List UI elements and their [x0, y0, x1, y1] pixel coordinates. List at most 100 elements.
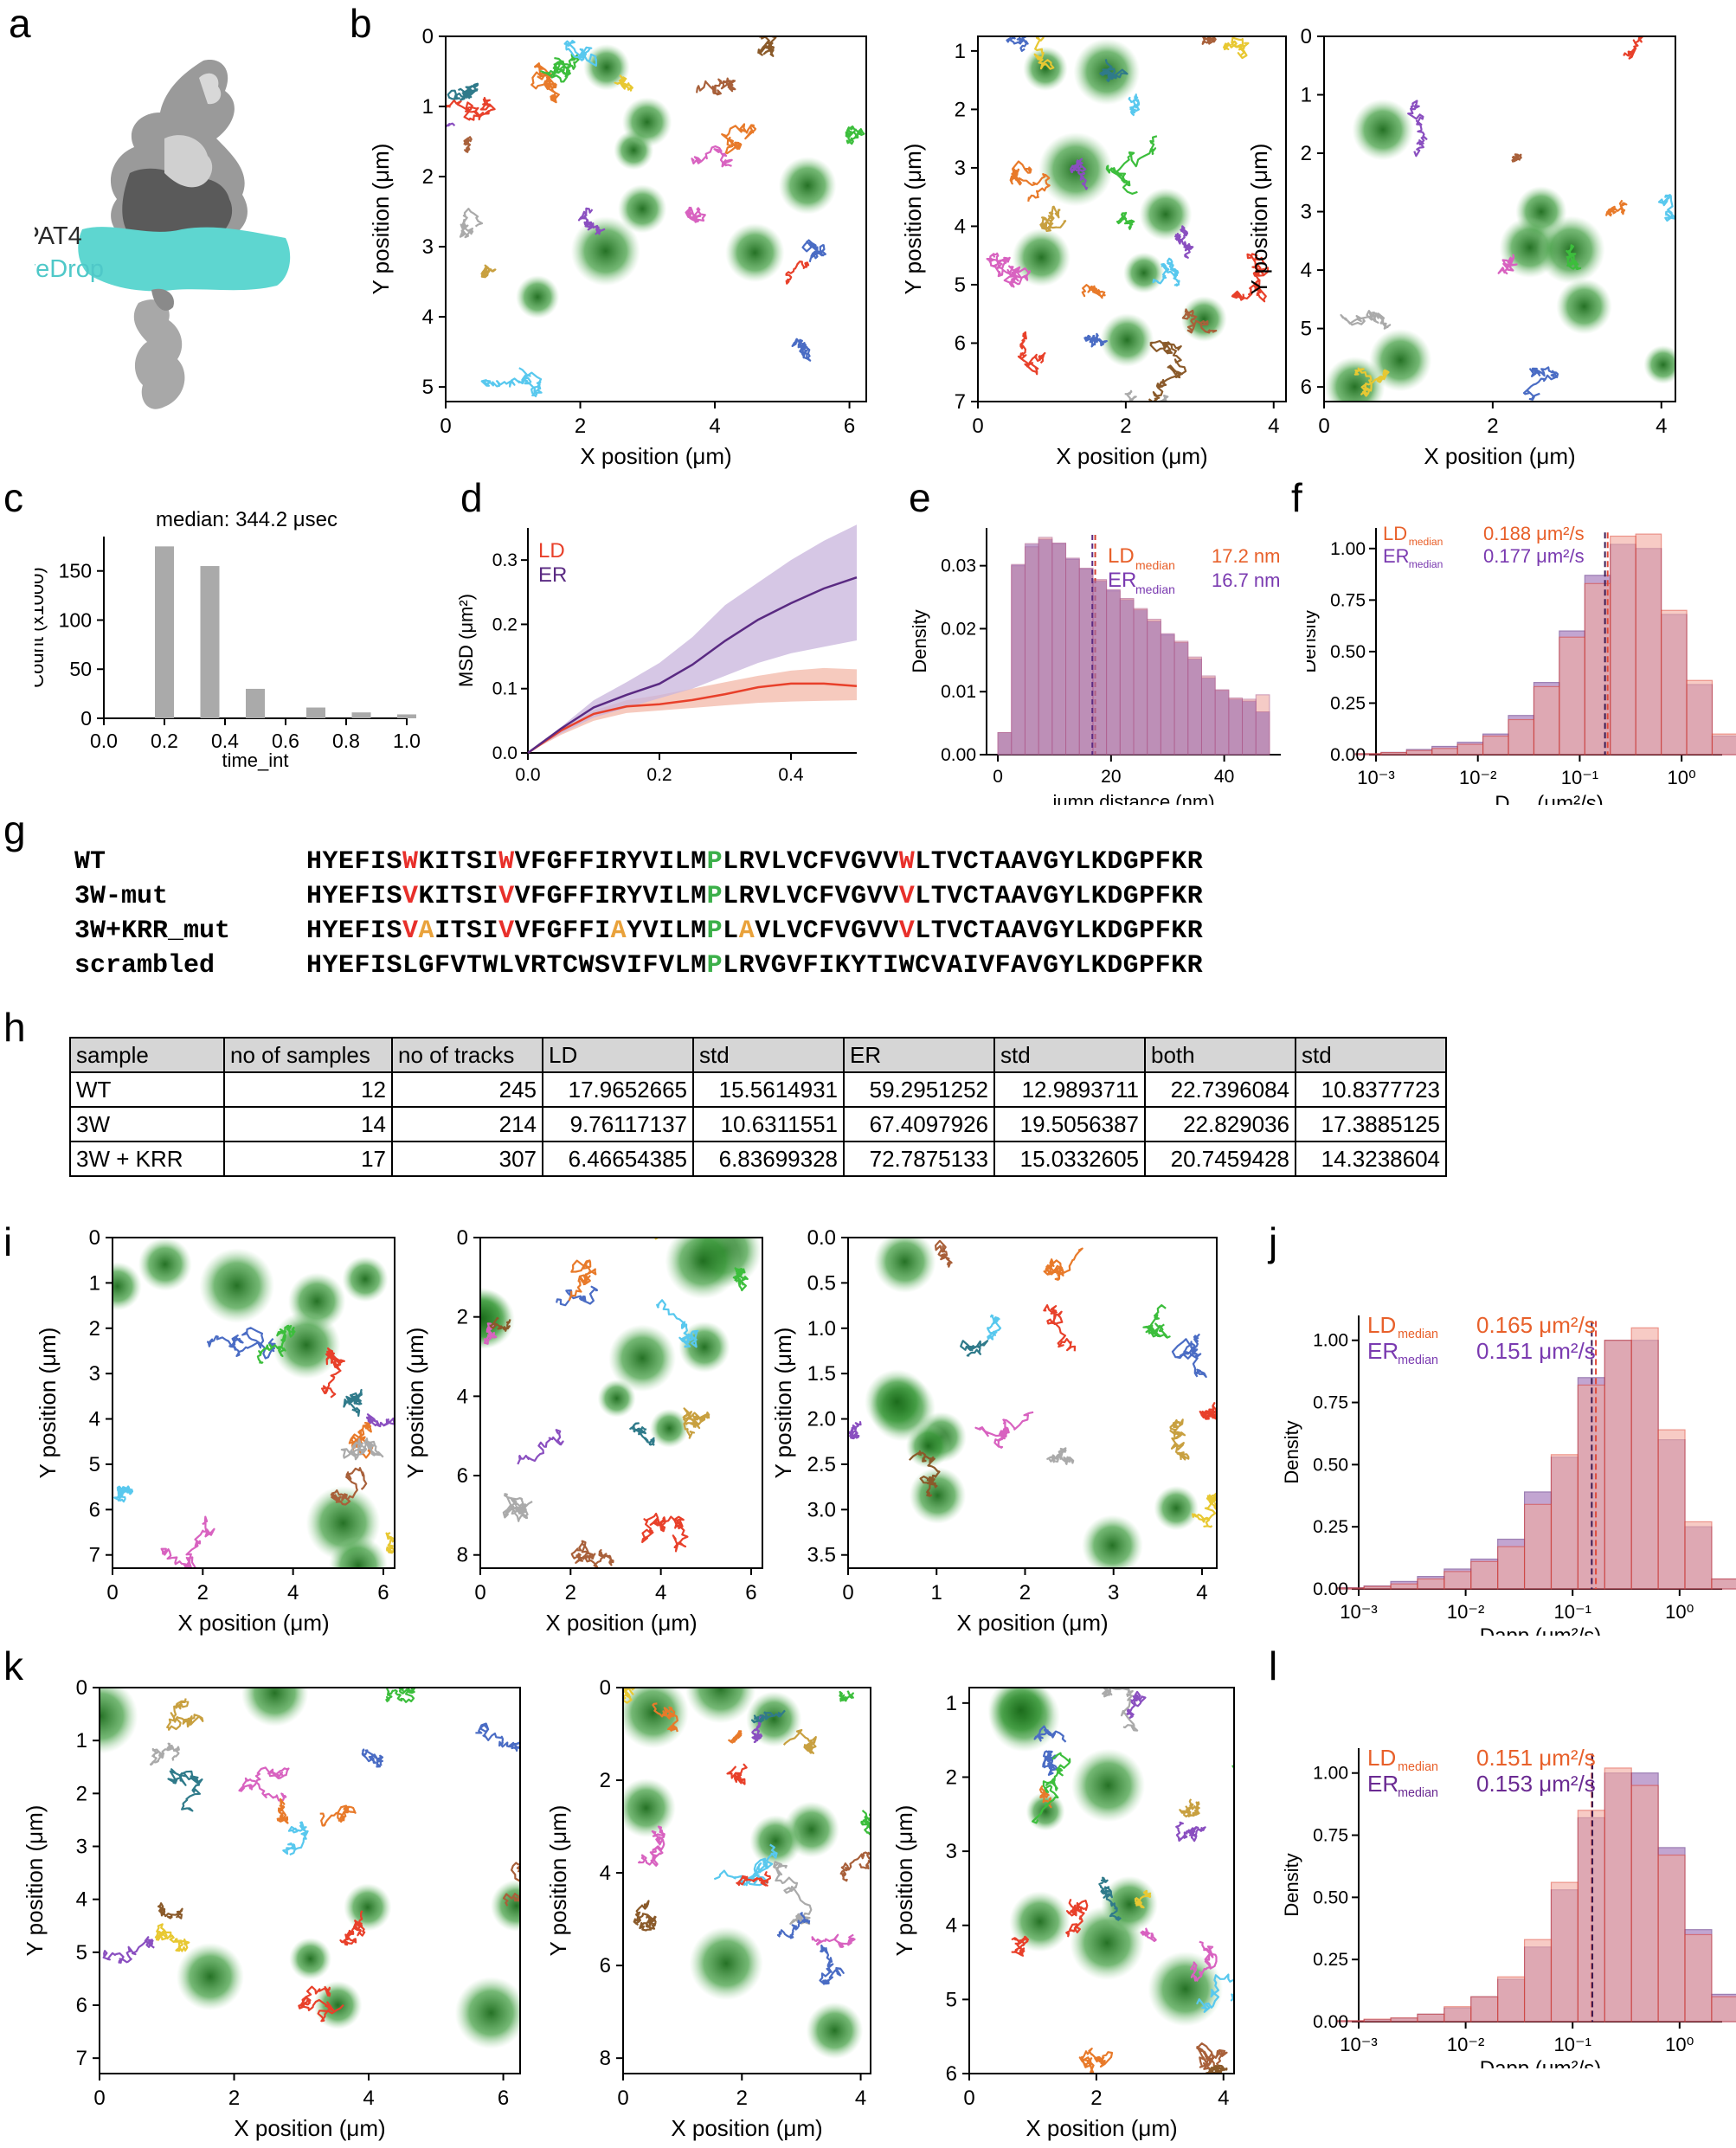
sequence-name: scrambled [74, 951, 215, 981]
table-cell: 214 [391, 1106, 543, 1142]
single-molecule-track [751, 1714, 765, 1744]
lipid-droplet-spot [113, 1262, 142, 1311]
plot-frame [968, 1687, 1235, 2074]
single-molecule-track [330, 1467, 368, 1506]
y-tick-label: 4 [946, 1914, 957, 1938]
single-molecule-track [319, 1804, 357, 1827]
histogram-bar [1711, 1996, 1736, 2023]
x-tick-label: 0 [106, 1581, 118, 1605]
axes [521, 528, 857, 760]
x-tick-label: 0.0 [515, 765, 540, 785]
x-tick-label: 4 [1656, 415, 1667, 438]
single-molecule-track [385, 1688, 416, 1703]
y-tick-label: 1 [955, 40, 966, 63]
y-tick-label: 6 [457, 1464, 468, 1488]
plot-frame [99, 1687, 521, 2074]
single-molecule-track [791, 338, 812, 362]
lipid-droplet-spot [1012, 228, 1071, 287]
y-tick-label: 8 [600, 2047, 611, 2070]
table-cell: 15.0332605 [993, 1141, 1146, 1177]
y-tick-label: 0.75 [1330, 590, 1366, 610]
y-tick-label: 0.00 [1313, 1579, 1348, 1599]
histogram-bar [1078, 568, 1094, 756]
panel-label-a: a [9, 1, 31, 46]
legend-er-value: 0.151 μm²/s [1476, 1338, 1596, 1364]
y-axis-label: Y position (μm) [35, 1328, 61, 1479]
y-tick-label: 5 [1301, 318, 1312, 341]
table-cell: 12.9893711 [993, 1071, 1146, 1108]
y-tick-label: 2 [600, 1769, 611, 1792]
lipid-droplet-spot [865, 1369, 929, 1435]
histogram-bar [1363, 2018, 1392, 2023]
single-molecule-track [113, 1485, 134, 1503]
single-molecule-track [1009, 160, 1051, 203]
y-tick-label: 5 [946, 1988, 957, 2011]
y-tick-label: 50 [69, 658, 92, 680]
panel-label-h: h [3, 1005, 26, 1050]
y-tick-label: 0.00 [941, 745, 976, 765]
lipid-droplet-spot [100, 1688, 138, 1754]
legend-ld-value: 0.165 μm²/s [1476, 1312, 1596, 1338]
track-plot-k2: 0 2 4 0 2 4 6 8 X position (μm) Y position (μm) [545, 1677, 871, 2141]
panel-label-e: e [909, 475, 931, 520]
plot-area: 0 2 4 6 0 1 2 3 4 5 6 7 X position (μm) Y position (μ… [35, 1227, 395, 1636]
legend-er-value: 16.7 nm [1212, 569, 1281, 591]
single-molecule-track [1125, 1690, 1147, 1720]
single-molecule-track [1033, 1725, 1067, 1743]
table-row: 3W 14 214 9.76117137 10.6311551 67.40979… [69, 1106, 1447, 1142]
chart-marks [155, 546, 416, 718]
chart-f-dapp: LD median 0.188 μm²/sER median 0.177 μm²/s10… [1307, 523, 1736, 805]
x-tick-label: 0 [993, 767, 1003, 787]
single-molecule-track [773, 1861, 813, 1925]
table-cell: 10.6311551 [692, 1106, 845, 1142]
panel-label-g: g [3, 807, 26, 852]
single-molecule-track [1011, 1935, 1030, 1957]
single-molecule-track [986, 252, 1011, 270]
y-tick-label: 3 [76, 1835, 87, 1858]
y-tick-label: 1.00 [1313, 1331, 1348, 1351]
table-cell: 245 [391, 1071, 543, 1108]
single-molecule-track [556, 1285, 599, 1307]
y-tick-label: 4 [955, 215, 966, 238]
single-molecule-track [1171, 1334, 1207, 1379]
histogram-bar [1417, 2013, 1445, 2023]
histogram-bar [1456, 743, 1484, 756]
single-molecule-track [446, 96, 496, 121]
x-tick-label: 3 [1108, 1581, 1119, 1605]
x-tick-label: 4 [1268, 415, 1279, 438]
table-cell: 9.76117137 [542, 1106, 694, 1142]
legend-sub: median [1398, 1760, 1438, 1774]
legend-ld-median: LD [1367, 1745, 1396, 1771]
single-molecule-track [1201, 36, 1217, 45]
single-molecule-track [839, 1690, 854, 1702]
y-tick-label: 0.50 [1313, 1455, 1348, 1475]
table-cell: 6.83699328 [692, 1141, 845, 1177]
x-tick-label: 0 [963, 2087, 974, 2110]
single-molecule-track [757, 36, 777, 57]
x-tick-label: 10⁻³ [1340, 2034, 1377, 2055]
x-axis-label: X position (μm) [1424, 443, 1575, 469]
x-axis-label: jump distance (nm) [1051, 791, 1214, 805]
lipid-droplet-spot [516, 275, 560, 319]
single-molecule-track [974, 1411, 1034, 1449]
histogram-bar [351, 712, 371, 718]
x-tick-label: 2 [565, 1581, 576, 1605]
y-tick-label: 6 [955, 331, 966, 355]
lipid-droplet-spot [480, 1287, 512, 1349]
single-molecule-track [1196, 1973, 1234, 2013]
single-molecule-track [1102, 1688, 1139, 1732]
lipid-droplet-spot [806, 2002, 864, 2060]
table-header-cell: no of tracks [391, 1037, 543, 1073]
y-tick-label: 2 [1301, 142, 1312, 165]
y-tick-label: 6 [946, 2062, 957, 2086]
lipid-droplet-spot [490, 1879, 520, 1933]
histogram-bar [1119, 599, 1135, 756]
histogram-bar [1470, 1996, 1499, 2023]
x-tick-label: 6 [377, 1581, 389, 1605]
y-tick-label: 3.5 [807, 1544, 836, 1567]
legend-er-median: ER [1108, 569, 1136, 592]
x-axis-label: X position (μm) [580, 443, 731, 469]
